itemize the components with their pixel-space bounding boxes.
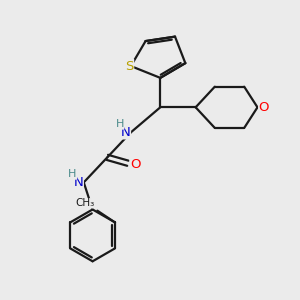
Text: O: O (130, 158, 140, 171)
Text: H: H (116, 119, 124, 129)
Text: CH₃: CH₃ (76, 198, 95, 208)
Text: O: O (259, 101, 269, 114)
Text: H: H (68, 169, 77, 179)
Text: N: N (121, 126, 130, 139)
Text: S: S (125, 60, 134, 73)
Text: N: N (74, 176, 83, 189)
